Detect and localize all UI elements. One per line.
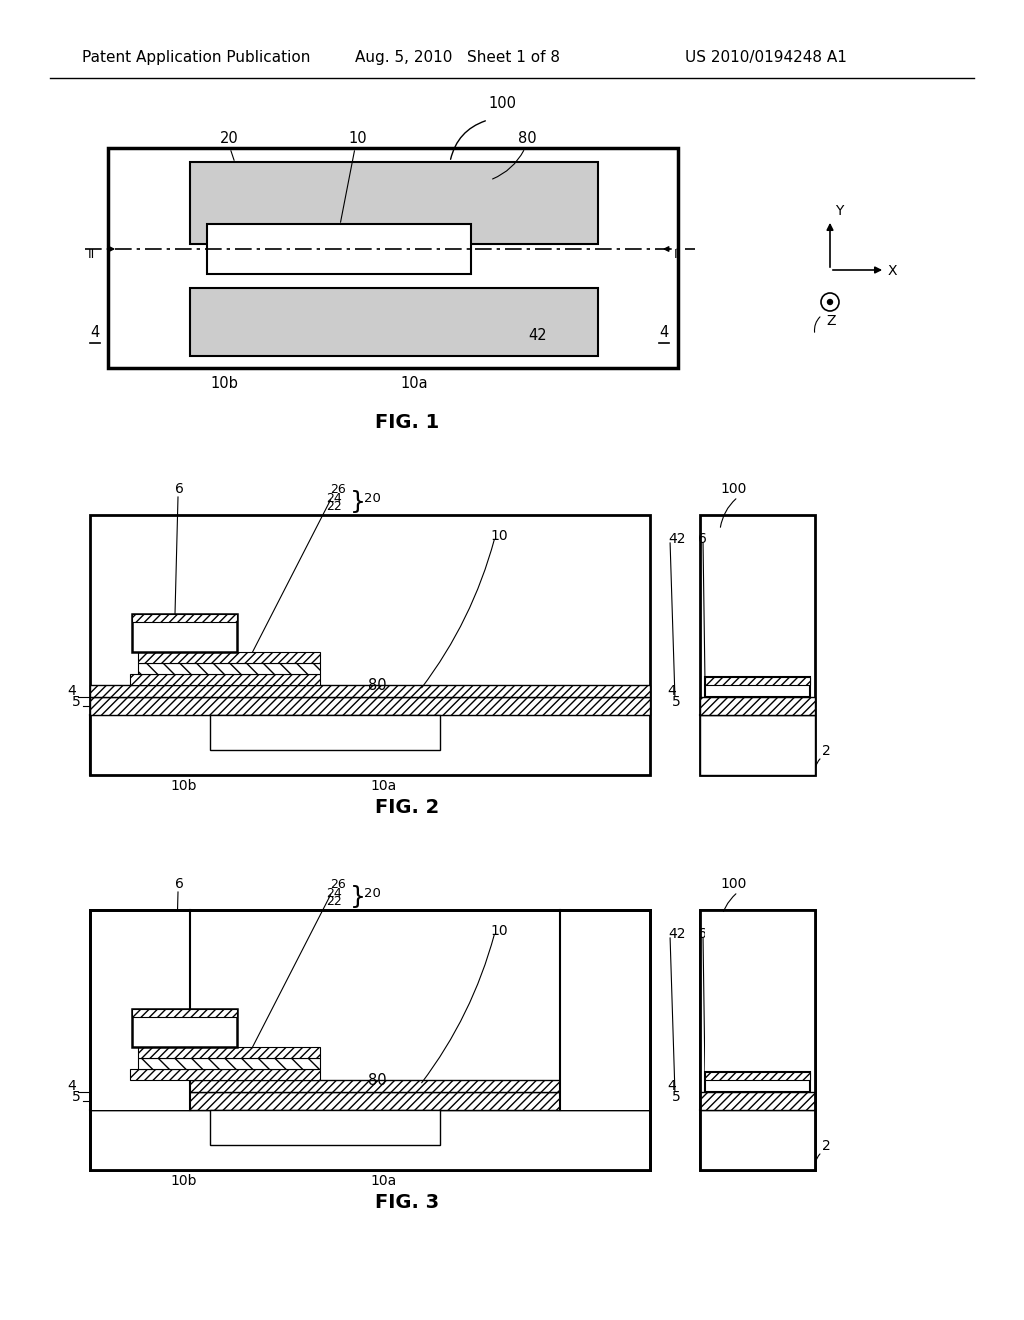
Bar — [90, 685, 650, 697]
Text: 10a: 10a — [370, 1173, 396, 1188]
Bar — [132, 1008, 237, 1047]
Bar — [210, 715, 440, 750]
Text: 5: 5 — [72, 696, 81, 709]
Text: 100: 100 — [488, 96, 516, 111]
Bar — [705, 677, 810, 697]
Bar — [90, 909, 190, 1110]
Bar — [700, 697, 815, 715]
Text: 42: 42 — [668, 927, 685, 941]
Bar — [132, 1008, 237, 1016]
Text: 6: 6 — [175, 876, 184, 891]
Bar — [705, 1072, 810, 1080]
Text: 80: 80 — [518, 131, 537, 147]
Bar — [130, 675, 319, 685]
Text: 6: 6 — [698, 927, 707, 941]
Bar — [90, 909, 650, 1170]
Text: FIG. 3: FIG. 3 — [375, 1193, 439, 1212]
Bar — [90, 1092, 650, 1110]
Text: 5: 5 — [72, 1090, 81, 1104]
Text: 4: 4 — [90, 325, 99, 341]
Text: FIG. 2: FIG. 2 — [375, 799, 439, 817]
Text: 80: 80 — [368, 1073, 387, 1088]
Text: 26: 26 — [330, 878, 346, 891]
Bar — [130, 1069, 319, 1080]
Text: 4: 4 — [659, 325, 669, 341]
Text: 5: 5 — [672, 1090, 681, 1104]
Bar — [190, 288, 598, 356]
Text: 10b: 10b — [170, 1173, 197, 1188]
Bar — [190, 162, 598, 244]
Text: 42: 42 — [668, 532, 685, 546]
Text: 10a: 10a — [370, 779, 396, 793]
Bar — [700, 909, 815, 1170]
Text: 100: 100 — [720, 482, 746, 496]
Bar — [207, 224, 471, 275]
Text: 6: 6 — [175, 482, 184, 496]
Bar — [700, 1092, 815, 1110]
Text: 2: 2 — [822, 1139, 830, 1152]
Bar — [138, 652, 319, 663]
Text: 2: 2 — [822, 744, 830, 758]
Text: Aug. 5, 2010   Sheet 1 of 8: Aug. 5, 2010 Sheet 1 of 8 — [355, 50, 560, 65]
Bar — [700, 909, 815, 1170]
Text: Y: Y — [835, 205, 844, 218]
Bar — [90, 909, 650, 1170]
Text: 4: 4 — [67, 684, 76, 698]
Bar — [90, 515, 650, 775]
Text: 10b: 10b — [210, 376, 238, 391]
Text: 42: 42 — [528, 327, 547, 343]
Bar — [700, 909, 815, 1110]
Text: 6: 6 — [698, 532, 707, 546]
Text: II: II — [674, 248, 681, 261]
Bar — [90, 715, 650, 775]
Bar — [705, 1072, 810, 1092]
Text: II: II — [88, 248, 95, 261]
Bar — [90, 1110, 650, 1170]
Text: X: X — [888, 264, 897, 279]
Text: 4: 4 — [67, 1078, 76, 1093]
Bar — [210, 1110, 440, 1144]
Text: }: } — [350, 884, 366, 909]
Text: 24: 24 — [326, 887, 342, 900]
Text: 4: 4 — [667, 684, 676, 698]
Bar — [700, 1110, 815, 1170]
Text: US 2010/0194248 A1: US 2010/0194248 A1 — [685, 50, 847, 65]
Text: FIG. 1: FIG. 1 — [375, 413, 439, 432]
Text: 80: 80 — [368, 678, 387, 693]
Text: 4: 4 — [667, 1078, 676, 1093]
Text: 10b: 10b — [170, 779, 197, 793]
Bar — [560, 909, 650, 1110]
Text: 20: 20 — [364, 887, 381, 900]
Text: 22: 22 — [326, 895, 342, 908]
Text: 10a: 10a — [400, 376, 428, 391]
Bar — [90, 697, 650, 715]
Bar — [705, 912, 810, 1092]
Text: 26: 26 — [330, 483, 346, 496]
Text: Patent Application Publication: Patent Application Publication — [82, 50, 310, 65]
Text: 10: 10 — [348, 131, 367, 147]
Bar — [132, 614, 237, 622]
Text: 5: 5 — [672, 696, 681, 709]
Text: 24: 24 — [326, 492, 342, 506]
Text: }: } — [350, 490, 366, 513]
Text: 20: 20 — [220, 131, 239, 147]
Bar — [90, 1080, 650, 1092]
Circle shape — [827, 300, 833, 305]
Circle shape — [821, 293, 839, 312]
Bar — [705, 677, 810, 685]
Bar — [138, 663, 319, 675]
Text: 100: 100 — [720, 876, 746, 891]
Bar — [108, 148, 678, 368]
Text: 10: 10 — [490, 529, 508, 543]
Bar — [700, 515, 815, 775]
Text: 10: 10 — [490, 924, 508, 939]
Bar — [132, 614, 237, 652]
Text: 20: 20 — [364, 492, 381, 506]
Bar — [700, 715, 815, 775]
Bar — [138, 1047, 319, 1059]
Bar — [138, 1059, 319, 1069]
Text: 22: 22 — [326, 500, 342, 513]
Text: Z: Z — [826, 314, 836, 327]
